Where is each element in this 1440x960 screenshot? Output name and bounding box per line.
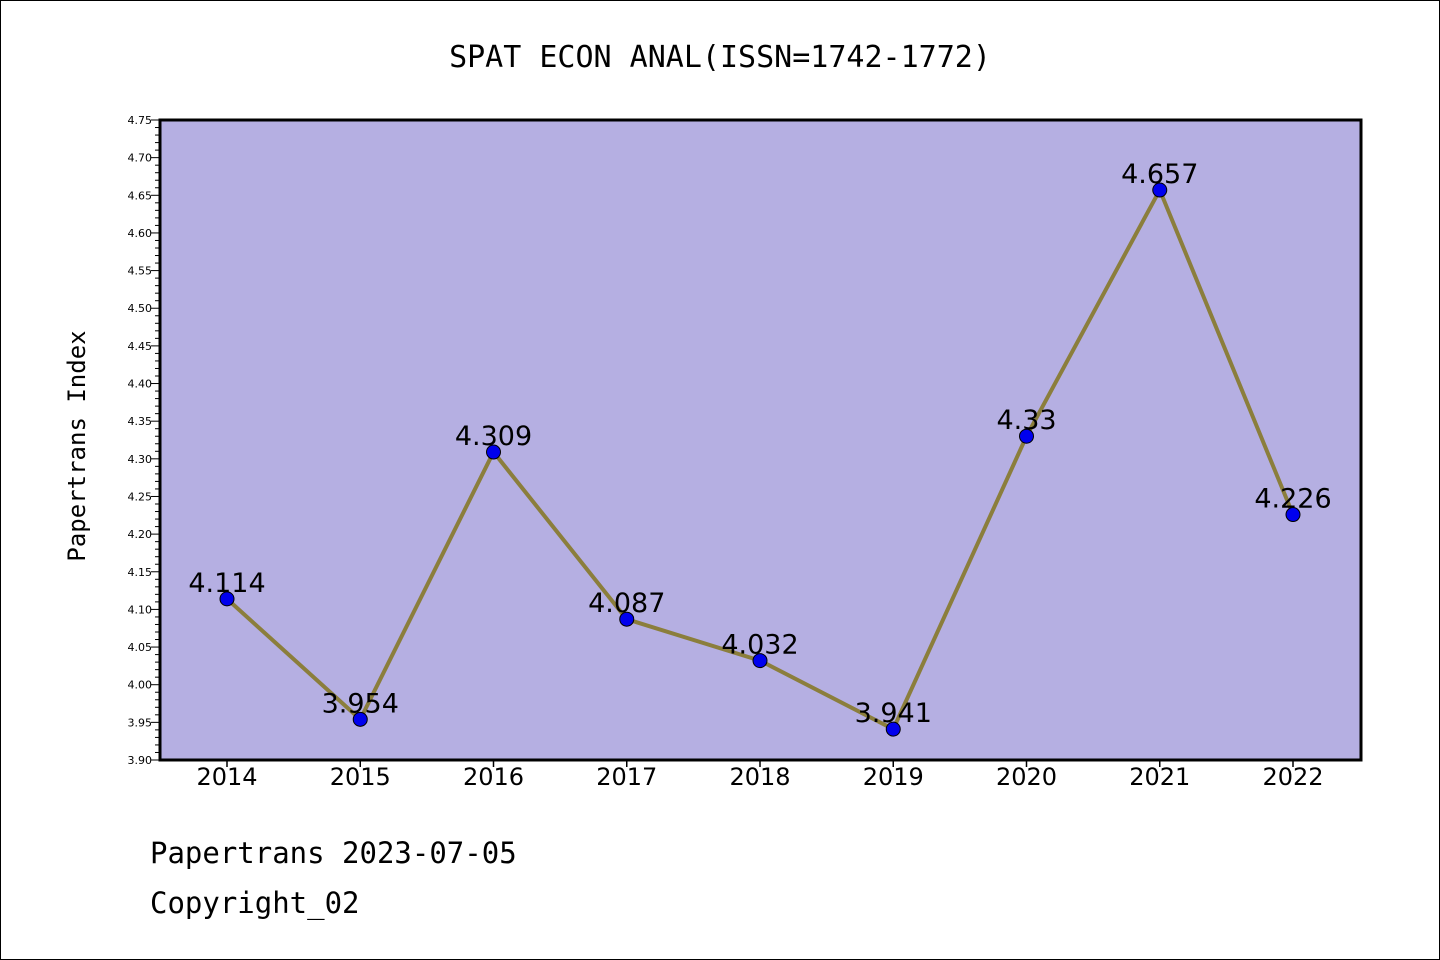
data-label: 4.657	[1121, 159, 1198, 190]
x-tick-label: 2014	[196, 763, 257, 791]
x-tick-label: 2019	[863, 763, 924, 791]
data-series: 4.114 3.954 4.309 4.087 4.032 3.941 4.33 4.657 4…	[188, 159, 1332, 737]
y-tick-label: 4.60	[128, 227, 153, 240]
x-tick-label: 2015	[330, 763, 391, 791]
y-tick-label: 4.00	[128, 679, 153, 692]
footer-copyright: Copyright_02	[150, 886, 360, 920]
y-tick-label: 4.20	[128, 528, 153, 541]
y-tick-label: 4.65	[128, 189, 153, 202]
data-point	[619, 611, 635, 627]
y-tick-label: 4.35	[128, 415, 153, 428]
x-tick-label: 2022	[1262, 763, 1323, 791]
data-label: 4.226	[1254, 484, 1331, 515]
x-tick-label: 2020	[996, 763, 1057, 791]
data-label: 4.114	[188, 568, 265, 599]
y-tick-label: 4.30	[128, 453, 153, 466]
data-label: 3.941	[855, 698, 932, 729]
x-tick-label: 2017	[596, 763, 657, 791]
data-point	[219, 591, 235, 607]
data-label: 4.309	[455, 421, 532, 452]
y-tick-label: 4.75	[128, 114, 153, 127]
data-point	[752, 653, 768, 669]
footer-date: Papertrans 2023-07-05	[150, 836, 517, 870]
data-point	[486, 444, 501, 460]
x-tick-label: 2018	[729, 763, 790, 791]
y-tick-label: 4.50	[128, 302, 153, 315]
data-point	[352, 711, 368, 727]
y-tick-label: 4.15	[128, 566, 153, 579]
data-point	[885, 721, 901, 737]
data-label: 4.087	[588, 588, 665, 619]
y-tick-label: 4.10	[128, 603, 153, 616]
y-axis-label: Papertrans Index	[63, 330, 91, 561]
x-tick-label: 2021	[1129, 763, 1190, 791]
y-tick-label: 4.45	[128, 340, 153, 353]
y-axis-ticks: 3.90 3.95 4.00 4.05 4.10 4.15 4.20 4.25 4.30 4.35…	[128, 114, 160, 767]
data-label: 4.032	[721, 630, 798, 661]
y-tick-label: 4.40	[128, 378, 153, 391]
data-label: 4.33	[996, 405, 1056, 436]
x-tick-label: 2016	[463, 763, 524, 791]
data-label: 3.954	[322, 688, 399, 719]
y-tick-label: 4.55	[128, 265, 153, 278]
data-point	[1019, 428, 1034, 444]
y-tick-label: 3.95	[128, 716, 153, 729]
y-tick-label: 4.25	[128, 490, 153, 503]
y-tick-label: 4.70	[128, 152, 153, 165]
chart-title: SPAT ECON ANAL(ISSN=1742-1772)	[449, 40, 991, 75]
x-axis-ticks: 2014 2015 2016 2017 2018 2019 2020 2021 2022	[196, 760, 1324, 791]
y-tick-label: 4.05	[128, 641, 153, 654]
data-point	[1285, 507, 1301, 523]
data-point	[1152, 182, 1168, 198]
y-tick-label: 3.90	[128, 754, 153, 767]
